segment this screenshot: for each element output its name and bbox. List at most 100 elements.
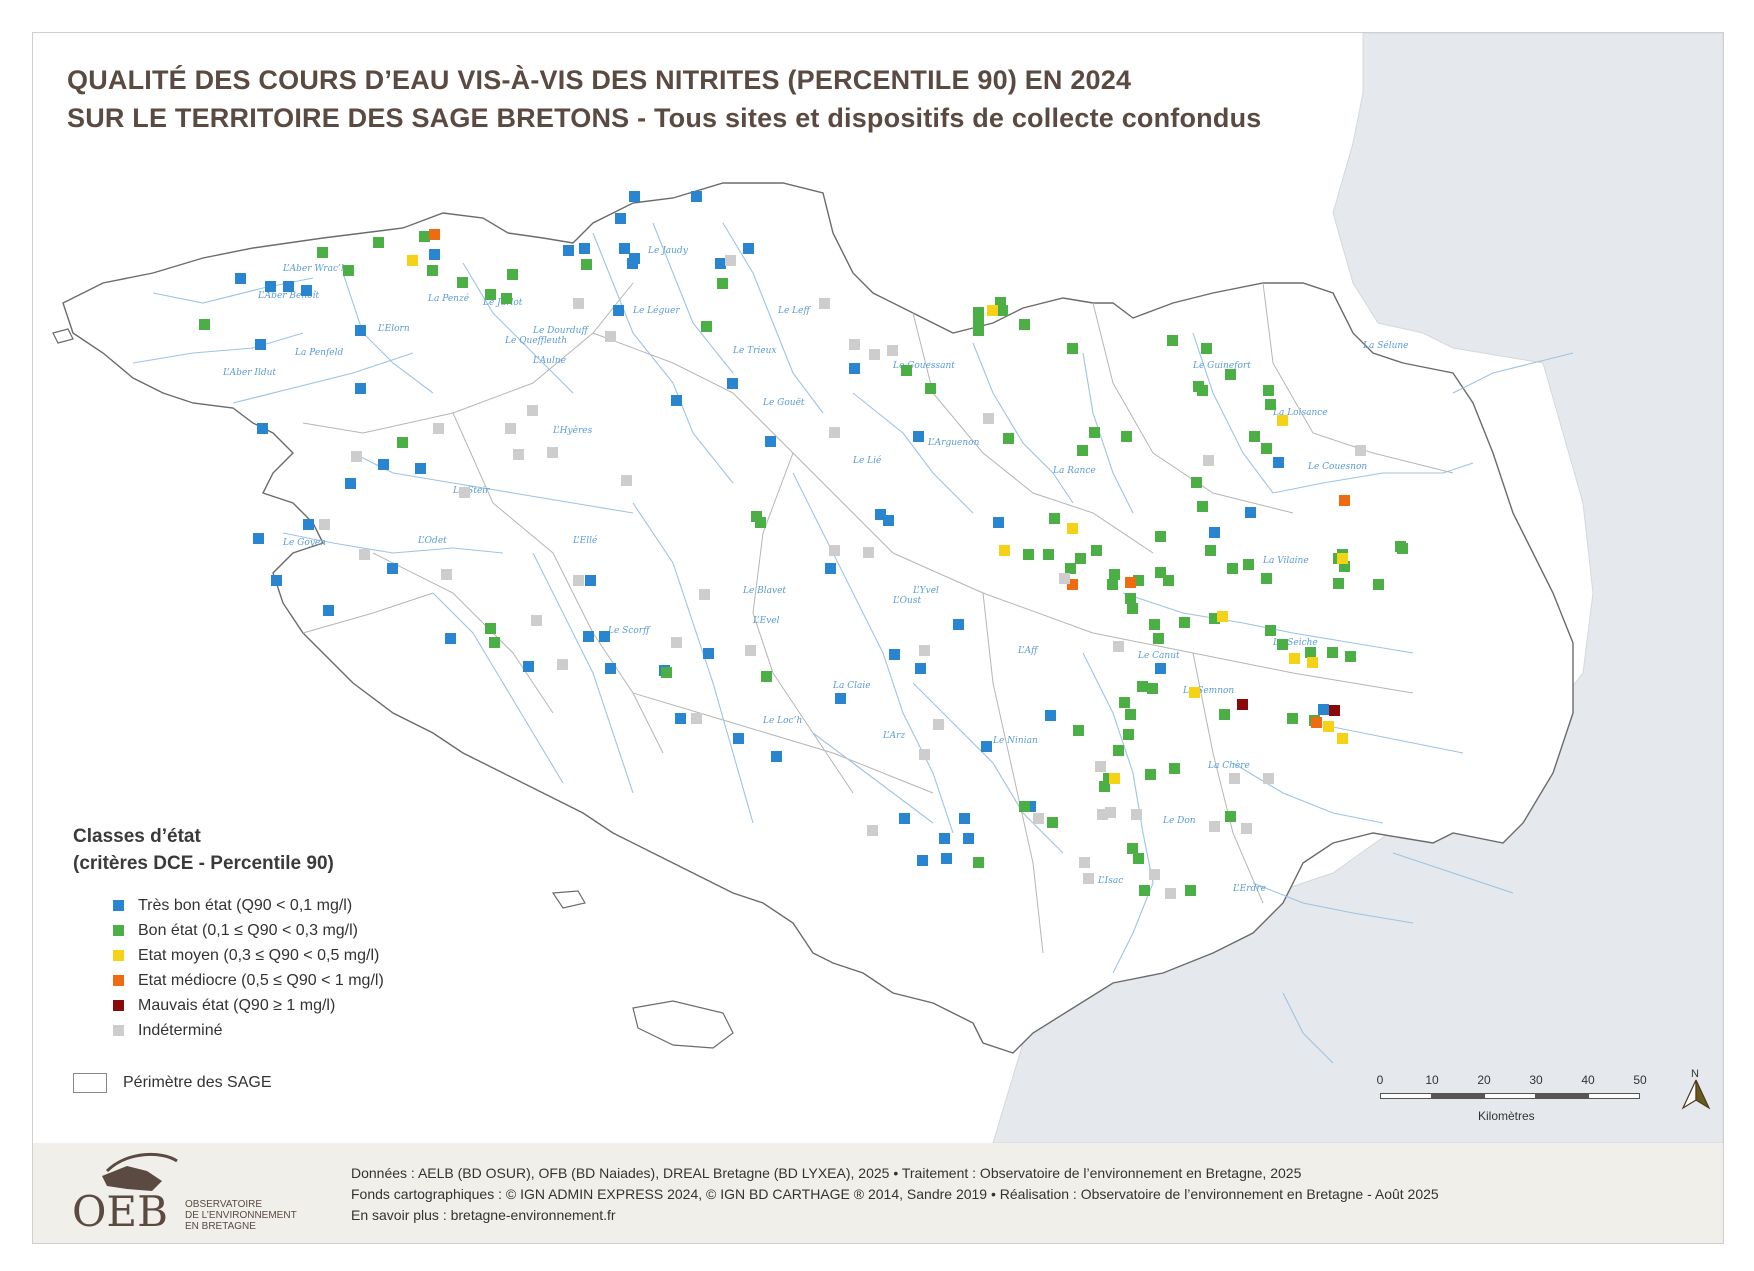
scale-tick: 20 [1477, 1073, 1491, 1087]
oeb-logo-icon: OEB OBSERVATOIRE DE L’ENVIRONNEMENT EN B… [72, 1152, 297, 1236]
map-title-line1: QUALITÉ DES COURS D’EAU VIS-À-VIS DES NI… [67, 65, 1132, 95]
perimeter-label: Périmètre des SAGE [123, 1074, 272, 1091]
scale-ticks: 0 10 20 30 40 50 [1376, 1073, 1658, 1091]
river-label-loisance: La Loisance [1272, 408, 1328, 418]
river-label-seiche: La Seiche [1272, 638, 1318, 648]
river-label-goyen: Le Goyen [282, 538, 326, 548]
legend-swatch-tres-bon [113, 900, 124, 911]
scale-tick: 30 [1529, 1073, 1543, 1087]
river-label-ninian: Le Ninian [992, 736, 1038, 746]
river-label-chere: La Chère [1207, 760, 1250, 771]
legend-heading2: (critères DCE - Percentile 90) [73, 853, 334, 874]
river-label-aulne: L’Aulne [532, 356, 566, 366]
river-label-dourduff: Le Dourduff [532, 326, 589, 336]
brittany-territory [62, 182, 1574, 1054]
river-label-aff: L’Aff [1017, 646, 1039, 656]
river-label-vilaine: La Vilaine [1262, 556, 1309, 566]
river-label-arguenon: L’Arguenon [927, 438, 980, 448]
map-canvas: L’Aber Wrac’h L’Aber Benoît L’Aber Ildut… [52, 33, 1723, 1143]
river-label-hyeres: L’Hyères [552, 425, 593, 436]
island-groix [551, 890, 586, 909]
legend-perimeter: Périmètre des SAGE [73, 1073, 272, 1093]
scale-bar: 0 10 20 30 40 50 Kilomètres [1376, 1073, 1658, 1123]
svg-text:DE L’ENVIRONNEMENT: DE L’ENVIRONNEMENT [185, 1210, 297, 1221]
river-label-blavet: Le Blavet [742, 586, 786, 596]
river-label-leguer: Le Léguer [632, 305, 680, 316]
river-label-canut: Le Canut [1137, 651, 1180, 661]
sites-tres-bon-etat [235, 191, 1329, 866]
river-label-jaudy: Le Jaudy [647, 246, 689, 256]
river-label-penze: La Penzé [427, 293, 470, 304]
legend-item: Mauvais état (Q90 ≥ 1 mg/l) [113, 993, 384, 1018]
sites-etat-moyen [407, 255, 1348, 784]
island-ouessant [52, 328, 74, 344]
river-label-steir: Le Steir [452, 486, 490, 496]
river-label-rance: La Rance [1052, 466, 1096, 476]
legend-label: Etat moyen (0,3 ≤ Q90 < 0,5 mg/l) [138, 946, 380, 964]
footer-data-sources: Données : AELB (BD OSUR), OFB (BD Naiade… [351, 1165, 1302, 1181]
river-label-odet: L’Odet [417, 536, 447, 546]
river-label-selune: La Sélune [1362, 340, 1409, 351]
river-label-claie: La Claie [832, 681, 871, 691]
sage-boundaries [302, 282, 1454, 954]
river-label-evel: L’Evel [752, 616, 780, 626]
river-label-isac: L’Isac [1097, 876, 1123, 886]
river-label-erdre: L’Erdre [1232, 884, 1266, 894]
river-label-don: Le Don [1162, 816, 1196, 826]
map-title: QUALITÉ DES COURS D’EAU VIS-À-VIS DES NI… [67, 61, 1261, 137]
logo-oeb-text: OEB [72, 1187, 168, 1236]
river-label-gouessant: Le Gouessant [892, 361, 955, 371]
river-label-lie: Le Lié [852, 455, 882, 466]
scale-tick: 50 [1633, 1073, 1647, 1087]
sites-mauvais-etat [1237, 699, 1340, 716]
river-label-trieux: Le Trieux [732, 346, 777, 356]
legend-swatch-mauvais [113, 1000, 124, 1011]
river-label-scorff: Le Scorff [607, 626, 651, 636]
perimeter-swatch [73, 1073, 107, 1093]
footer: OEB OBSERVATOIRE DE L’ENVIRONNEMENT EN B… [33, 1143, 1723, 1243]
legend-label: Etat médiocre (0,5 ≤ Q90 < 1 mg/l) [138, 971, 384, 989]
sites-indetermine [319, 255, 1366, 899]
river-label-leff: Le Leff [777, 306, 811, 316]
legend-item: Etat médiocre (0,5 ≤ Q90 < 1 mg/l) [113, 968, 384, 993]
river-label-couesnon: Le Couesnon [1307, 462, 1367, 472]
svg-text:EN BRETAGNE: EN BRETAGNE [185, 1221, 256, 1232]
scale-line [1380, 1093, 1640, 1099]
legend-item: Très bon état (Q90 < 0,1 mg/l) [113, 893, 384, 918]
river-label-guinefort: Le Guinefort [1192, 361, 1251, 371]
legend-label: Mauvais état (Q90 ≥ 1 mg/l) [138, 996, 336, 1014]
svg-text:OBSERVATOIRE: OBSERVATOIRE [185, 1199, 262, 1210]
river-label-arz: L’Arz [882, 731, 905, 741]
river-label-loch: Le Loc’h [762, 716, 802, 726]
river-label-penfeld: La Penfeld [294, 348, 344, 358]
footer-basemap: Fonds cartographiques : © IGN ADMIN EXPR… [351, 1186, 1439, 1202]
river-label-elorn: L’Elorn [377, 324, 410, 334]
legend-item: Indéterminé [113, 1018, 384, 1043]
legend-swatch-moyen [113, 950, 124, 961]
river-label-yvel: L’Yvel [912, 586, 939, 596]
river-label-queffleuth: Le Queffleuth [504, 336, 567, 346]
river-network [132, 222, 1574, 1064]
river-label-oust: L’Oust [892, 596, 921, 606]
legend-label: Très bon état (Q90 < 0,1 mg/l) [138, 896, 353, 914]
legend: Classes d’état (critères DCE - Percentil… [73, 823, 384, 1043]
scale-tick: 40 [1581, 1073, 1595, 1087]
scale-tick: 0 [1376, 1073, 1384, 1087]
monitoring-sites [199, 191, 1408, 899]
legend-items: Très bon état (Q90 < 0,1 mg/l) Bon état … [73, 893, 384, 1043]
legend-item: Etat moyen (0,3 ≤ Q90 < 0,5 mg/l) [113, 943, 384, 968]
sites-etat-mediocre [429, 229, 1350, 728]
sites-bon-etat [199, 231, 1408, 896]
north-arrow-icon: N [1681, 1068, 1711, 1110]
footer-credits: Données : AELB (BD OSUR), OFB (BD Naiade… [351, 1163, 1439, 1226]
legend-item: Bon état (0,1 ≤ Q90 < 0,3 mg/l) [113, 918, 384, 943]
footer-link[interactable]: En savoir plus : bretagne-environnement.… [351, 1207, 616, 1223]
map-title-line2: SUR LE TERRITOIRE DES SAGE BRETONS - Tou… [67, 103, 1262, 133]
map-frame: L’Aber Wrac’h L’Aber Benoît L’Aber Ildut… [32, 32, 1724, 1244]
svg-text:N: N [1691, 1068, 1699, 1080]
river-label-aber-benoit: L’Aber Benoît [257, 290, 319, 301]
island-belle-ile [632, 1000, 734, 1049]
legend-swatch-mediocre [113, 975, 124, 986]
legend-label: Bon état (0,1 ≤ Q90 < 0,3 mg/l) [138, 921, 359, 939]
scale-unit: Kilomètres [1478, 1109, 1535, 1123]
